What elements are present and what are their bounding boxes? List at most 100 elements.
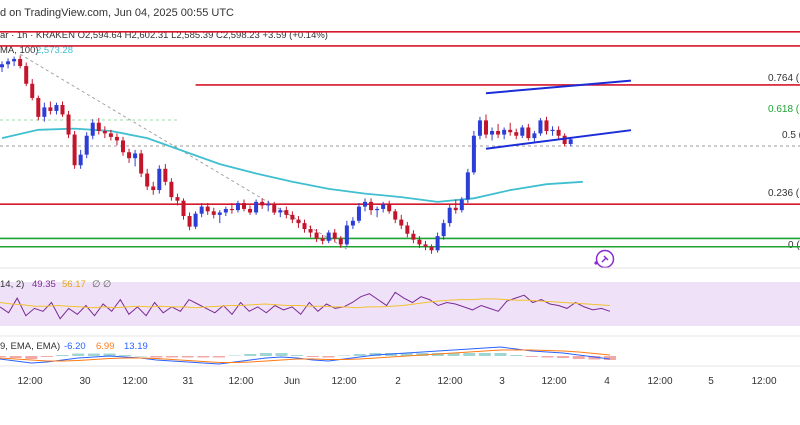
macd-header-value3: 13.19 [124, 341, 148, 352]
candle-body [538, 120, 543, 134]
candle-body [490, 131, 495, 135]
fib-label-0236: 0.236 ( [768, 188, 800, 199]
candle-body [459, 199, 464, 211]
time-axis: 12:00 30 12:00 31 12:00 Jun 12:00 2 12:00 3 12:00 4… [17, 376, 776, 387]
candle-body [60, 105, 65, 115]
candle-body [260, 201, 265, 206]
ma-value: 2,573.28 [36, 45, 73, 56]
candle-body [502, 129, 507, 135]
candle-body [508, 129, 513, 133]
macd-signal-line [0, 349, 611, 363]
macd-histogram-bar [72, 353, 85, 356]
candle-body [254, 201, 259, 213]
candle-body [211, 211, 216, 215]
candle-body [356, 206, 361, 221]
candle-body [387, 204, 392, 212]
macd-histogram-bar [259, 353, 272, 356]
candle-body [217, 212, 222, 215]
candle-body [181, 200, 186, 217]
candle-body [157, 168, 162, 191]
candle-body [447, 207, 452, 224]
candle-body [0, 64, 4, 68]
candle-body [127, 152, 132, 159]
candle-body [235, 203, 240, 211]
candle-body [514, 132, 519, 136]
x-tick-label: 30 [79, 376, 91, 387]
candle-body [441, 223, 446, 237]
fib-label-0618: 0.618 ( [768, 104, 800, 115]
candle-body [290, 214, 295, 220]
candle-body [18, 58, 23, 67]
macd-histogram-bar [181, 356, 194, 358]
candle-body [66, 114, 71, 135]
candle-body [48, 107, 53, 111]
macd-histogram-bar [56, 355, 69, 356]
macd-histogram-bar [447, 353, 460, 356]
candle-body [471, 135, 476, 173]
macd-histogram-bar [385, 353, 398, 356]
macd-histogram-bar [510, 355, 523, 356]
candle-body [102, 131, 107, 134]
macd-histogram-bar [400, 353, 413, 356]
candle-body [363, 201, 367, 207]
macd-histogram-bar [338, 355, 351, 356]
macd-header-value2: 6.99 [96, 341, 115, 352]
candle-body [12, 58, 17, 62]
candle-body [544, 120, 549, 132]
macd-histogram-bar [291, 355, 304, 356]
macd-histogram-bar [353, 354, 366, 356]
x-tick-label: 12:00 [647, 376, 672, 387]
header-source-text: d on TradingView.com, Jun 04, 2025 00:55… [0, 7, 234, 19]
candle-body [375, 208, 380, 211]
macd-histogram-bar [212, 356, 225, 358]
candle-body [139, 153, 144, 174]
macd-histogram-bar [557, 356, 570, 358]
candle-body [205, 206, 210, 212]
candle-body [435, 236, 440, 251]
candle-body [90, 122, 95, 136]
candle-body [332, 232, 337, 239]
macd-histogram-bar [134, 356, 147, 357]
macd-histogram-bar [322, 356, 335, 358]
candle-body [278, 210, 283, 213]
macd-histogram-bar [306, 356, 319, 357]
candle-body [133, 153, 138, 159]
fib-label-05: 0.5 ( [782, 130, 800, 141]
candle-body [242, 203, 246, 209]
candle-body [36, 97, 41, 117]
candle-body [78, 154, 83, 166]
candle-body [411, 233, 416, 240]
ma-label: MA, 100) [0, 45, 39, 56]
macd-histogram-bar [166, 356, 179, 358]
candle-body [199, 206, 204, 214]
macd-layer [0, 346, 616, 365]
macd-histogram-bar [541, 356, 554, 358]
candle-body [163, 168, 168, 182]
rsi-ma-line [0, 298, 611, 309]
candle-body [526, 127, 531, 139]
macd-histogram-bar [0, 356, 6, 357]
macd-histogram-bar [431, 353, 444, 356]
candle-body [562, 135, 567, 144]
candle-body [550, 129, 555, 132]
fib-label-0764: 0.764 ( [768, 73, 800, 84]
x-tick-label: 12:00 [17, 376, 42, 387]
x-tick-label: Jun [284, 376, 300, 387]
candle-body [338, 238, 343, 245]
candle-body [187, 216, 192, 227]
rsi-header-label: 14, 2) [0, 279, 24, 290]
macd-histogram-bar [119, 355, 132, 356]
tradingview-replay-icon[interactable] [594, 249, 615, 269]
macd-header-label: 9, EMA, EMA) [0, 341, 60, 352]
rsi-header-value3: ∅ ∅ [92, 279, 111, 290]
candle-body [229, 208, 234, 211]
candle-body [72, 134, 77, 166]
candle-body [96, 122, 101, 132]
candle-body [193, 213, 198, 227]
candle-body [175, 197, 180, 201]
rsi-header-value1: 49.35 [32, 279, 56, 290]
candle-body [54, 105, 59, 111]
x-tick-label: 12:00 [751, 376, 776, 387]
candle-body [24, 66, 29, 84]
